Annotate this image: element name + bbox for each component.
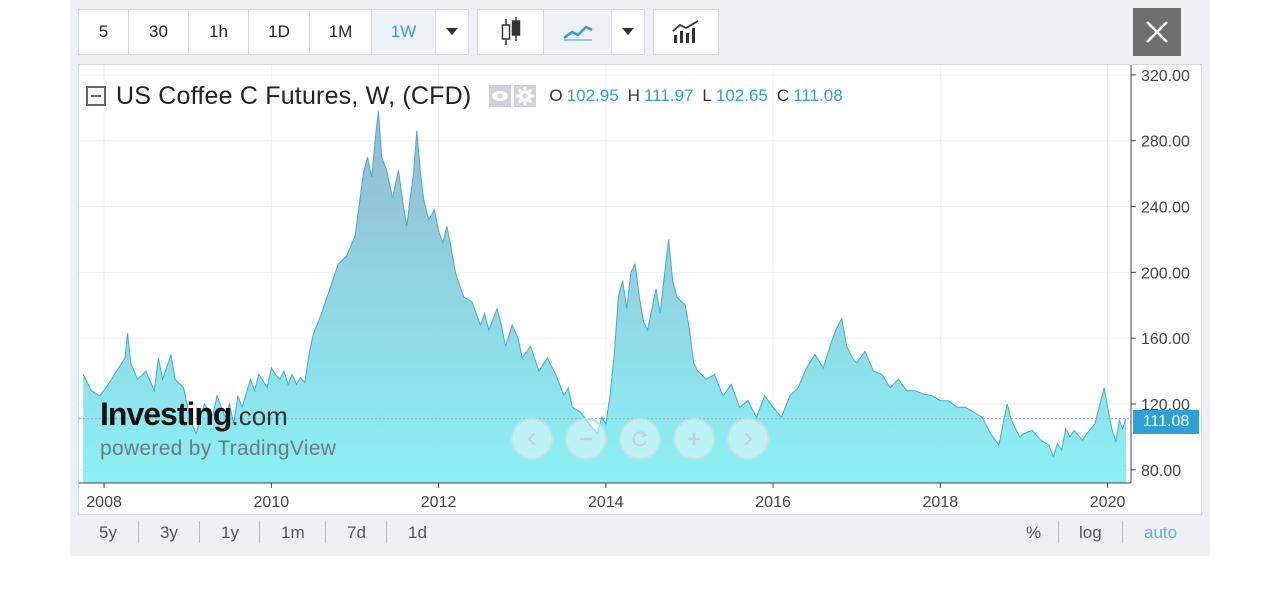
candlestick-icon	[501, 17, 520, 45]
y-tick-label: 160.00	[1141, 331, 1190, 348]
close-icon	[1146, 21, 1168, 43]
range-1d-button[interactable]: 1d	[408, 523, 427, 542]
candlestick-button[interactable]	[478, 10, 544, 54]
x-tick-label: 2008	[86, 494, 122, 511]
interval-1m-button[interactable]: 1M	[310, 10, 372, 54]
scroll-right-button[interactable]	[727, 418, 769, 460]
range-divider	[386, 521, 387, 543]
indicators-icon	[672, 20, 699, 43]
chart-legend: US Coffee C Futures, W, (CFD) O 102.95 H…	[86, 80, 852, 112]
x-tick-label: 2012	[421, 494, 457, 511]
interval-30-button[interactable]: 30	[129, 10, 189, 54]
interval-1w-button[interactable]: 1W	[372, 10, 436, 54]
interval-dropdown-button[interactable]	[436, 10, 468, 54]
close-button[interactable]	[1133, 8, 1181, 56]
x-tick-label: 2018	[923, 494, 959, 511]
chart-type-dropdown-button[interactable]	[612, 10, 644, 54]
range-divider	[259, 521, 260, 543]
reset-button[interactable]	[619, 418, 661, 460]
range-bar: 5y 3y 1y 1m 7d 1d % log auto	[78, 514, 1202, 548]
y-tick-label: 200.00	[1141, 265, 1190, 282]
high-value: 111.97	[643, 86, 694, 105]
chevron-down-icon	[446, 28, 458, 35]
range-5y-button[interactable]: 5y	[99, 523, 117, 542]
y-tick-label: 280.00	[1141, 134, 1190, 151]
range-1y-button[interactable]: 1y	[221, 523, 239, 542]
low-label: L	[702, 86, 712, 105]
range-divider	[1058, 521, 1059, 543]
chart-type-group	[477, 9, 645, 55]
gear-icon[interactable]	[514, 85, 537, 107]
range-divider	[1122, 521, 1123, 543]
ohlc-values: O 102.95 H 111.97 L 102.65 C 111.08	[549, 86, 851, 106]
plus-icon	[688, 433, 700, 445]
y-axis: 80.00 120.00 160.00 200.00 240.00 280.00 320.0…	[1130, 65, 1190, 483]
refresh-icon	[632, 431, 648, 447]
log-scale-button[interactable]: log	[1079, 523, 1102, 542]
y-tick-label: 120.00	[1141, 397, 1190, 414]
minus-icon	[580, 437, 592, 441]
x-tick-label: 2020	[1090, 494, 1126, 511]
x-tick-label: 2014	[588, 494, 624, 511]
logo-suffix-text: .com	[231, 401, 288, 431]
range-1m-button[interactable]: 1m	[281, 523, 305, 542]
x-tick-label: 2016	[755, 494, 791, 511]
interval-1d-button[interactable]: 1D	[249, 10, 310, 54]
chart-title: US Coffee C Futures, W, (CFD)	[116, 81, 472, 110]
y-tick-label: 80.00	[1141, 463, 1181, 480]
eye-icon[interactable]	[489, 85, 512, 107]
open-label: O	[549, 86, 563, 105]
price-line	[82, 111, 1127, 459]
line-chart-icon	[562, 25, 593, 41]
open-value: 102.95	[566, 86, 619, 105]
powered-by-text: powered by TradingView	[100, 437, 337, 460]
x-tick-label: 2010	[254, 494, 290, 511]
last-price-tag: 111.08	[1133, 410, 1199, 434]
price-area	[83, 111, 1127, 483]
low-value: 102.65	[715, 86, 768, 105]
interval-5-button[interactable]: 5	[79, 10, 129, 54]
y-tick-label: 240.00	[1141, 200, 1190, 217]
zoom-out-button[interactable]	[565, 418, 607, 460]
collapse-legend-button[interactable]	[86, 86, 106, 106]
chart-toolbar: 5 30 1h 1D 1M 1W	[78, 9, 727, 55]
area-chart-button[interactable]	[544, 10, 612, 54]
scroll-left-button[interactable]	[511, 418, 553, 460]
chevron-right-icon	[744, 432, 753, 446]
logo-main-text: Investing	[100, 396, 232, 432]
chevron-down-icon	[622, 28, 634, 35]
range-divider	[325, 521, 326, 543]
range-3y-button[interactable]: 3y	[160, 523, 178, 542]
interval-group: 5 30 1h 1D 1M 1W	[78, 9, 469, 55]
investing-logo: Investing.com	[100, 396, 336, 433]
indicators-group	[653, 9, 719, 55]
chevron-left-icon	[527, 432, 536, 446]
high-label: H	[627, 86, 640, 105]
chart-navigation	[511, 418, 781, 460]
close-value: 111.08	[793, 86, 843, 105]
investing-watermark: Investing.com powered by TradingView	[100, 396, 336, 461]
range-divider	[199, 521, 200, 543]
close-label: C	[776, 86, 790, 105]
indicators-button[interactable]	[654, 10, 718, 54]
interval-1h-button[interactable]: 1h	[189, 10, 249, 54]
zoom-in-button[interactable]	[673, 418, 715, 460]
range-7d-button[interactable]: 7d	[347, 523, 366, 542]
percent-scale-button[interactable]: %	[1026, 523, 1042, 542]
auto-scale-button[interactable]: auto	[1144, 523, 1178, 542]
x-axis: 2008 2010 2012 2014 2016 2018 2020	[79, 482, 1131, 511]
y-tick-label: 320.00	[1141, 68, 1190, 85]
range-divider	[138, 521, 139, 543]
